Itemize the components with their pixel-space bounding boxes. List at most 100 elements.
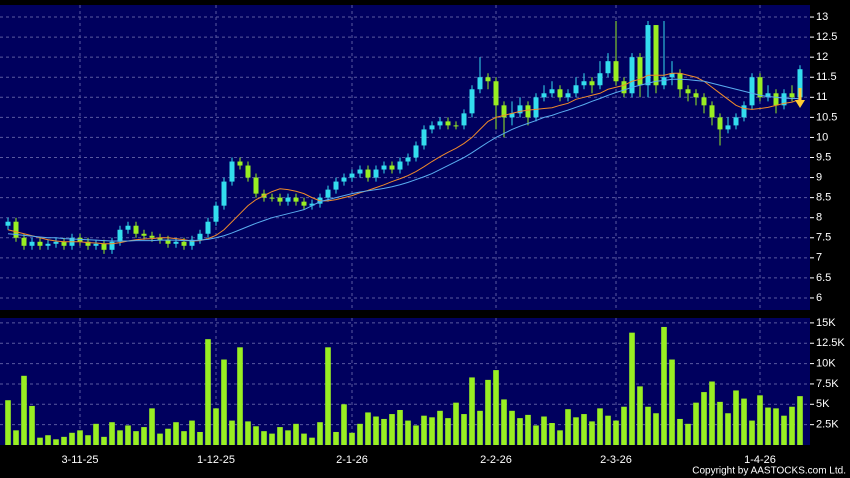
candle-body [101,243,107,250]
candle-body [573,85,579,94]
candle-body [677,73,683,90]
y-tick-label: 9 [816,171,822,183]
candle-body [229,161,235,182]
volume-bar [93,423,99,445]
candle-body [29,241,35,246]
candle-body [565,93,571,98]
candle-body [501,105,507,118]
candle-body [701,97,707,106]
candle-body [373,169,379,178]
volume-bar [725,413,731,445]
candle-body [621,81,627,94]
candle-body [549,89,555,94]
arrow-marker [795,88,805,108]
candle-body [213,205,219,222]
volume-bar [293,423,299,445]
candle-body [525,105,531,118]
candle-body [157,237,163,240]
candle-body [509,113,515,118]
candle-body [757,77,763,98]
volume-bar [709,381,715,445]
volume-bar [517,418,523,445]
volume-bar [109,422,115,445]
y-tick-label: 15K [816,317,836,329]
candle-body [197,233,203,240]
candle-body [189,239,195,246]
candle-body [325,189,331,198]
candle-body [285,197,291,202]
candle-body [381,165,387,170]
volume-bar [245,421,251,445]
volume-bar [669,359,675,445]
volume-bar [741,398,747,445]
volume-bar [765,407,771,445]
volume-bar [85,435,91,445]
candle-body [53,241,59,244]
volume-bar [645,406,651,445]
candle-body [205,221,211,234]
candle-body [389,165,395,170]
candle-body [733,117,739,126]
volume-bar [477,410,483,445]
volume-bar [685,423,691,445]
volume-bar [509,410,515,445]
volume-bar [389,414,395,445]
volume-bar [589,421,595,445]
volume-bar [565,409,571,445]
volume-bar [485,379,491,445]
y-tick-label: 2.5K [816,419,839,431]
volume-bar [381,418,387,445]
y-tick-label: 6.5 [816,272,831,284]
y-tick-label: 12.5K [816,337,845,349]
x-tick-label: 2-3-26 [600,454,632,466]
volume-bar [749,420,755,445]
volume-panel [0,318,810,445]
candle-body [309,203,315,206]
y-tick-label: 8.5 [816,192,831,204]
candle-body [725,125,731,130]
volume-bar [149,408,155,445]
volume-bar [621,406,627,445]
volume-bar [461,414,467,445]
volume-bar [253,426,259,445]
volume-bar [701,392,707,445]
candle-body [269,197,275,199]
volume-bar [445,418,451,445]
y-tick-label: 12 [816,51,828,63]
candle-body [181,241,187,246]
candle-body [541,93,547,98]
candle-body [365,169,371,178]
y-tick-label: 9.5 [816,151,831,163]
volume-bar [141,427,147,445]
candle-body [437,121,443,126]
candle-body [117,229,123,242]
volume-bar [53,439,59,445]
candle-body [645,25,651,86]
candle-body [165,239,171,244]
volume-bar [117,430,123,445]
volume-bar [173,422,179,445]
volume-bar [453,402,459,445]
candle-body [45,243,51,246]
candle-body [237,161,243,166]
candle-body [605,61,611,74]
volume-bar [405,420,411,445]
candle-body [293,197,299,202]
candle-body [749,77,755,106]
candle-body [397,161,403,170]
candle-body [5,221,11,226]
volume-bar [237,347,243,445]
candle-body [709,105,715,118]
volume-bar [789,406,795,445]
volume-bar [205,339,211,445]
volume-bar [661,326,667,445]
candle-body [341,177,347,182]
volume-bar [365,412,371,445]
y-tick-label: 13 [816,11,828,23]
candle-body [453,125,459,127]
y-tick-label: 11 [816,91,827,103]
candle-body [349,173,355,178]
volume-bar [213,408,219,445]
volume-bar [125,425,131,445]
volume-bar [653,413,659,445]
